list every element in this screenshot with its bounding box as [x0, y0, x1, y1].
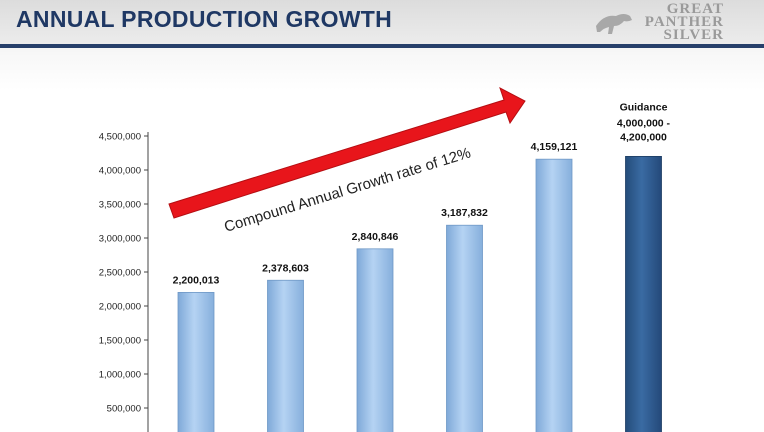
company-logo: GREAT PANTHER SILVER — [594, 0, 724, 44]
growth-arrow-shape — [168, 86, 526, 219]
guidance-bar — [625, 155, 662, 432]
y-tick-label: 2,000,000 — [99, 302, 141, 313]
bar-value-label: 2,840,846 — [352, 231, 399, 243]
logo-word-silver: SILVER — [663, 27, 724, 43]
logo-word-great: GREAT — [666, 1, 724, 17]
panther-icon — [596, 14, 632, 34]
y-tick-label: 4,000,000 — [99, 166, 141, 177]
y-tick-label: 2,500,000 — [99, 268, 141, 279]
bar — [446, 224, 483, 432]
header-divider — [0, 44, 764, 48]
bar — [267, 279, 304, 432]
y-tick-label: 1,500,000 — [99, 336, 141, 347]
bar — [356, 248, 394, 432]
bar — [177, 291, 215, 432]
logo-word-panther: PANTHER — [644, 14, 724, 30]
bar-value-label: 3,187,832 — [441, 207, 488, 219]
guidance-range-label: 4,000,000 - — [617, 117, 671, 129]
guidance-range-label: 4,200,000 — [620, 131, 667, 143]
bar — [535, 158, 573, 432]
bar-value-label: 2,200,013 — [173, 274, 220, 286]
slide-header: ANNUAL PRODUCTION GROWTH — [0, 0, 764, 44]
bar-value-label: 2,378,603 — [262, 262, 309, 274]
y-tick-label: 4,500,000 — [99, 132, 141, 143]
y-tick-label: 500,000 — [107, 404, 141, 415]
guidance-label: Guidance — [620, 101, 668, 113]
slide-title: ANNUAL PRODUCTION GROWTH — [16, 6, 393, 32]
y-tick-label: 3,000,000 — [99, 234, 141, 245]
y-tick-label: 1,000,000 — [99, 370, 141, 381]
bar-value-label: 4,159,121 — [531, 141, 578, 153]
y-tick-label: 3,500,000 — [99, 200, 141, 211]
